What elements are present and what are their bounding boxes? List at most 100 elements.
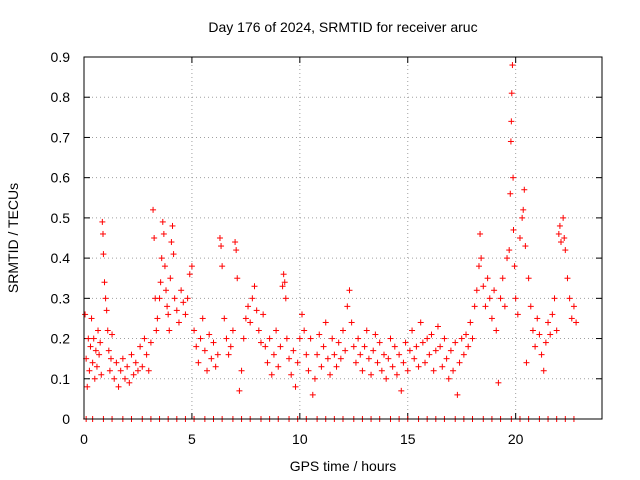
data-point [219, 263, 226, 270]
data-point [419, 339, 426, 346]
data-point [493, 327, 500, 334]
data-point [555, 230, 562, 237]
data-point [255, 327, 262, 334]
data-point [186, 271, 193, 278]
data-point [168, 239, 175, 246]
data-point [456, 359, 463, 366]
data-point [240, 335, 247, 342]
data-point [363, 327, 370, 334]
data-point [221, 315, 228, 322]
data-point [562, 247, 569, 254]
data-point [482, 303, 489, 310]
data-point [357, 351, 364, 358]
data-point [370, 347, 377, 354]
data-point [545, 319, 552, 326]
data-point [521, 186, 528, 193]
data-point [463, 331, 470, 338]
data-point [566, 295, 573, 302]
data-point [406, 347, 413, 354]
data-point [141, 335, 148, 342]
data-point [333, 363, 340, 370]
data-point [166, 327, 173, 334]
data-point [376, 339, 383, 346]
data-points [82, 62, 580, 422]
data-point [119, 355, 126, 362]
data-point [193, 343, 200, 350]
data-point [122, 375, 129, 382]
data-point [216, 235, 223, 241]
data-point [361, 343, 368, 350]
data-point [93, 363, 100, 370]
data-point [430, 367, 437, 374]
data-point [309, 391, 316, 398]
data-point [175, 319, 182, 326]
data-point [514, 311, 521, 318]
data-point [424, 335, 431, 342]
data-point [145, 367, 152, 374]
data-point [214, 351, 221, 358]
data-point [117, 367, 124, 374]
data-point [296, 335, 303, 342]
data-point [337, 355, 344, 362]
data-point [422, 359, 429, 366]
data-point [486, 295, 493, 302]
data-point [158, 255, 165, 262]
data-point [249, 295, 256, 302]
data-point [132, 359, 139, 366]
data-point [242, 315, 249, 322]
data-point [365, 355, 372, 362]
data-point [279, 283, 286, 290]
data-point [92, 347, 99, 354]
data-point [509, 62, 516, 69]
data-point [96, 351, 103, 358]
data-point [245, 303, 252, 310]
data-point [385, 355, 392, 362]
data-point [84, 383, 91, 390]
data-point [124, 363, 131, 370]
data-point [170, 251, 177, 258]
data-point [570, 303, 577, 310]
data-point [415, 363, 422, 370]
data-point [484, 275, 491, 282]
data-point [160, 230, 167, 237]
data-point [510, 174, 517, 181]
data-point [383, 375, 390, 382]
data-point [534, 315, 541, 322]
data-point [97, 339, 104, 346]
data-point [314, 351, 321, 358]
data-point [452, 339, 459, 346]
data-point [340, 327, 346, 334]
data-point [413, 343, 420, 350]
data-point [260, 311, 267, 318]
data-point [307, 335, 314, 342]
data-point [163, 287, 170, 294]
data-point [288, 371, 295, 378]
data-point [471, 303, 478, 310]
data-point [318, 363, 325, 370]
data-point [443, 355, 450, 362]
data-point [432, 347, 439, 354]
data-point [411, 355, 418, 362]
data-point [409, 327, 416, 334]
data-point [106, 367, 113, 374]
data-point [551, 295, 558, 302]
data-point [212, 363, 219, 370]
x-tick-label: 0 [80, 431, 88, 447]
data-point [277, 343, 284, 350]
data-point [426, 351, 433, 358]
data-point [290, 347, 297, 354]
data-point [199, 315, 206, 322]
data-point [137, 343, 144, 350]
data-point [398, 387, 405, 394]
data-point [247, 319, 254, 326]
data-point [206, 331, 213, 338]
data-point [264, 359, 271, 366]
data-point [522, 243, 529, 250]
data-point [191, 327, 198, 334]
data-point [86, 367, 93, 374]
data-point [434, 323, 441, 330]
data-point [104, 327, 111, 334]
data-point [159, 218, 166, 225]
data-point [311, 375, 318, 382]
data-point [316, 331, 323, 338]
